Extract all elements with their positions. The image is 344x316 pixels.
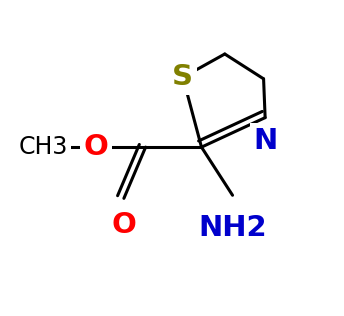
Text: S: S [172, 63, 193, 91]
Text: O: O [111, 211, 136, 239]
Text: CH3: CH3 [19, 135, 68, 159]
Text: NH2: NH2 [198, 214, 267, 242]
Text: N: N [253, 127, 277, 155]
Text: O: O [84, 133, 108, 161]
